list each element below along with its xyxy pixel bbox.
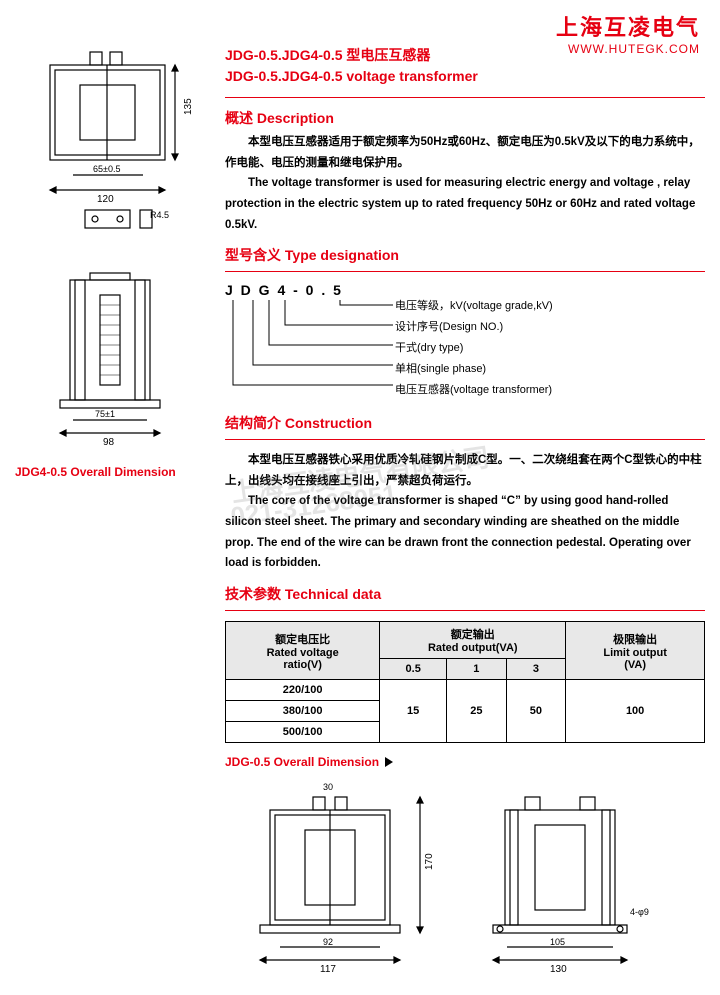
type-designation-diagram: J D G 4 - 0 . 5 电压等级 xyxy=(225,282,705,400)
svg-text:135: 135 xyxy=(183,98,194,115)
svg-text:30: 30 xyxy=(323,782,333,792)
section-heading-cons: 结构简介 Construction xyxy=(225,413,705,433)
svg-text:R4.5: R4.5 xyxy=(150,210,169,220)
th-col: 1 xyxy=(447,659,507,680)
brand-logo: 上海互凌电气 WWW.HUTEGK.COM xyxy=(556,10,700,56)
title-en: JDG-0.5.JDG4-0.5 voltage transformer xyxy=(225,66,705,87)
svg-text:170: 170 xyxy=(424,853,435,870)
svg-text:4-φ9: 4-φ9 xyxy=(630,907,649,917)
divider xyxy=(225,271,705,272)
type-label: 电压等级，kV(voltage grade,kV) xyxy=(395,296,553,317)
section-heading-type: 型号含义 Type designation xyxy=(225,245,705,265)
svg-text:130: 130 xyxy=(550,964,567,975)
cons-en: The core of the voltage transformer is s… xyxy=(225,491,705,574)
diagram-top: 135 65±0.5 120 R4.5 xyxy=(15,40,210,240)
svg-text:120: 120 xyxy=(97,194,114,205)
bottom-caption: JDG-0.5 Overall Dimension xyxy=(225,755,705,769)
th-col: 3 xyxy=(506,659,566,680)
type-label: 电压互感器(voltage transformer) xyxy=(395,380,553,401)
th-ratio: 额定电压比 Rated voltage ratio(V) xyxy=(226,622,380,680)
brand-cn: 上海互凌电气 xyxy=(556,10,700,42)
desc-cn: 本型电压互感器适用于额定频率为50Hz或60Hz、额定电压为0.5kV及以下的电… xyxy=(225,132,705,173)
svg-text:75±1: 75±1 xyxy=(95,409,115,419)
section-heading-tech: 技术参数 Technical data xyxy=(225,584,705,604)
svg-text:65±0.5: 65±0.5 xyxy=(93,164,120,174)
svg-text:92: 92 xyxy=(323,937,333,947)
svg-text:105: 105 xyxy=(550,937,565,947)
divider xyxy=(225,610,705,611)
th-col: 0.5 xyxy=(380,659,447,680)
cons-cn: 本型电压互感器铁心采用优质冷轧硅钢片制成C型。一、二次绕组套在两个C型铁心的中柱… xyxy=(225,450,705,491)
th-limit: 极限输出 Limit output (VA) xyxy=(566,622,705,680)
th-output: 额定输出 Rated output(VA) xyxy=(380,622,566,659)
svg-text:117: 117 xyxy=(320,964,336,975)
diagram-bottom: 30 170 92 117 xyxy=(225,775,705,975)
diagram-side: 75±1 98 xyxy=(15,255,210,455)
table-row: 220/100 15 25 50 100 xyxy=(226,680,705,701)
technical-data-table: 额定电压比 Rated voltage ratio(V) 额定输出 Rated … xyxy=(225,621,705,743)
type-label: 干式(dry type) xyxy=(395,338,553,359)
left-caption: JDG4-0.5 Overall Dimension xyxy=(15,465,210,479)
type-code: J D G 4 - 0 . 5 xyxy=(225,282,395,298)
type-label: 单相(single phase) xyxy=(395,359,553,380)
section-heading-desc: 概述 Description xyxy=(225,108,705,128)
divider xyxy=(225,439,705,440)
brand-url: WWW.HUTEGK.COM xyxy=(556,42,700,56)
svg-text:98: 98 xyxy=(103,437,115,448)
type-label: 设计序号(Design NO.) xyxy=(395,317,553,338)
divider xyxy=(225,97,705,98)
arrow-icon xyxy=(385,757,393,767)
desc-en: The voltage transformer is used for meas… xyxy=(225,173,705,235)
